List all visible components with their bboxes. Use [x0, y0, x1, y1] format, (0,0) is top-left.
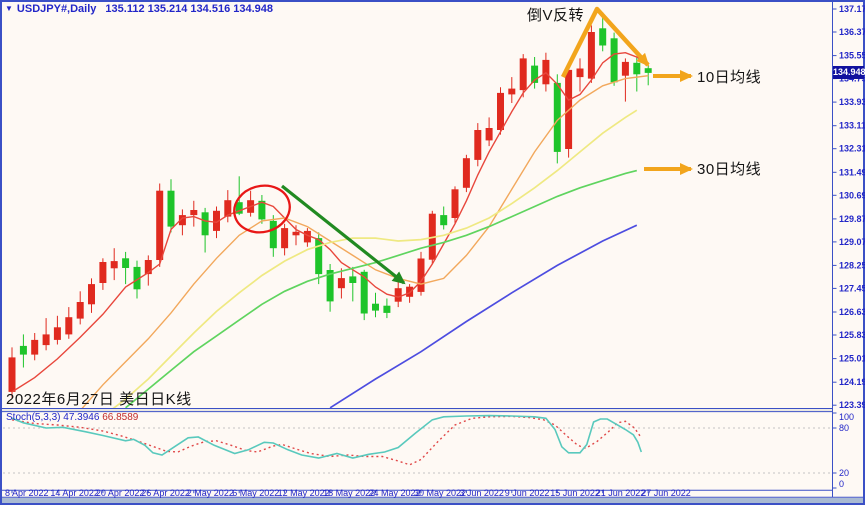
date-tick-label: 15 Jun 2022 [550, 488, 600, 498]
ma-fast-red [11, 51, 649, 393]
price-tick-label: 125.010 [839, 354, 865, 364]
price-tick-label: 129.070 [839, 237, 865, 247]
date-tick-label: 20 Apr 2022 [96, 488, 145, 498]
date-tick-label: 9 Jun 2022 [505, 488, 550, 498]
stoch-tick-label: 0 [839, 479, 844, 489]
price-tick-label: 125.830 [839, 330, 865, 340]
price-tick-label: 126.630 [839, 307, 865, 317]
price-tick-label: 124.190 [839, 377, 865, 387]
price-tick-label: 135.550 [839, 51, 865, 61]
price-tick-label: 127.450 [839, 283, 865, 293]
stoch-main-line [11, 414, 643, 459]
ma-20-yellow [112, 109, 638, 408]
price-tick-label: 137.170 [839, 4, 865, 14]
highlight-ellipse [233, 184, 291, 234]
price-tick-label: 123.390 [839, 400, 865, 410]
ma-60-blue [329, 224, 638, 408]
date-tick-label: 14 Apr 2022 [50, 488, 99, 498]
date-tick-label: 8 Apr 2022 [5, 488, 49, 498]
price-tick-label: 132.310 [839, 144, 865, 154]
price-tick-label: 134.750 [839, 74, 865, 84]
price-tick-label: 128.250 [839, 260, 865, 270]
price-tick-label: 129.870 [839, 214, 865, 224]
price-axis: 137.170 136.370 135.550 134.750 133.930 133.1… [833, 4, 865, 410]
price-tick-label: 136.370 [839, 27, 865, 37]
date-tick-label: 24 May 2022 [369, 488, 421, 498]
date-tick-label: 26 Apr 2022 [141, 488, 190, 498]
date-tick-label: 18 May 2022 [323, 488, 375, 498]
date-tick-label: 3 Jun 2022 [459, 488, 504, 498]
price-tick-label: 130.690 [839, 190, 865, 200]
price-tick-label: 133.930 [839, 97, 865, 107]
candles[interactable] [8, 12, 652, 398]
price-tick-label: 131.490 [839, 167, 865, 177]
stoch-signal-line [11, 415, 642, 466]
moving-averages [11, 51, 649, 408]
stoch-tick-label: 80 [839, 423, 849, 433]
stochastic-panel [3, 414, 831, 474]
downtrend-arrow [281, 184, 406, 285]
price-tick-label: 133.110 [839, 121, 865, 131]
ma-10-orange [81, 75, 649, 408]
ma-30-green [125, 169, 638, 408]
stoch-tick-label: 100 [839, 412, 854, 422]
stoch-tick-label: 20 [839, 468, 849, 478]
date-tick-label: 30 May 2022 [414, 488, 466, 498]
inverted-v-shape [560, 6, 650, 79]
drawn-annotations[interactable] [229, 6, 693, 285]
date-tick-label: 21 Jun 2022 [596, 488, 646, 498]
date-tick-label: 27 Jun 2022 [641, 488, 691, 498]
date-tick-label: 12 May 2022 [278, 488, 330, 498]
date-tick-label: 6 May 2022 [232, 488, 279, 498]
date-tick-label: 2 May 2022 [187, 488, 234, 498]
